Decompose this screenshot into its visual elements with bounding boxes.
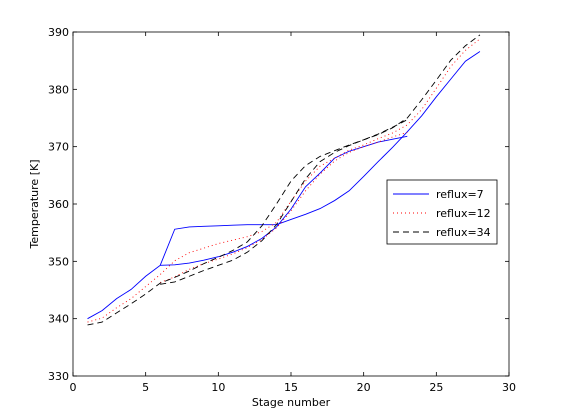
x-tick-label: 10: [211, 381, 225, 394]
legend-label: reflux=34: [436, 226, 491, 239]
y-tick-label: 390: [48, 26, 69, 39]
legend: reflux=7 reflux=12 reflux=34: [386, 179, 498, 245]
series-line-reflux-7-curve-2: [160, 135, 408, 266]
y-tick-label: 360: [48, 198, 69, 211]
y-tick-label: 340: [48, 313, 69, 326]
y-tick-label: 350: [48, 255, 69, 268]
series-line-reflux-34-curve-1: [87, 34, 481, 326]
x-tick-label: 20: [357, 381, 371, 394]
series-line-reflux-34-curve-2: [160, 119, 408, 285]
series-layer: [87, 34, 481, 326]
y-axis-label: Temperature [K]: [28, 160, 41, 250]
axes-layer: 0 5 10 15 20 25 30 330 340 350 360 370 380 390: [48, 26, 516, 394]
x-tick-label: 5: [142, 381, 149, 394]
y-tick-label: 380: [48, 83, 69, 96]
x-tick-label: 15: [284, 381, 298, 394]
x-tick-label: 25: [429, 381, 443, 394]
legend-label: reflux=12: [436, 207, 491, 220]
y-tick-label: 330: [48, 370, 69, 383]
legend-label: reflux=7: [436, 188, 484, 201]
x-tick-label: 0: [70, 381, 77, 394]
x-tick-label: 30: [502, 381, 516, 394]
y-tick-label: 370: [48, 141, 69, 154]
series-line-reflux-12-curve-1: [87, 38, 481, 323]
legend-box: [386, 179, 498, 245]
series-line-reflux-7-curve-1: [87, 51, 481, 320]
x-axis-label: Stage number: [252, 396, 331, 409]
